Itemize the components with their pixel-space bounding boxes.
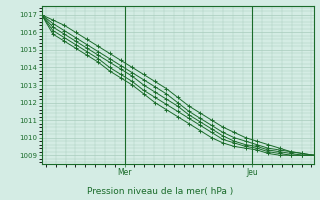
Text: Pression niveau de la mer( hPa ): Pression niveau de la mer( hPa ) [87, 187, 233, 196]
